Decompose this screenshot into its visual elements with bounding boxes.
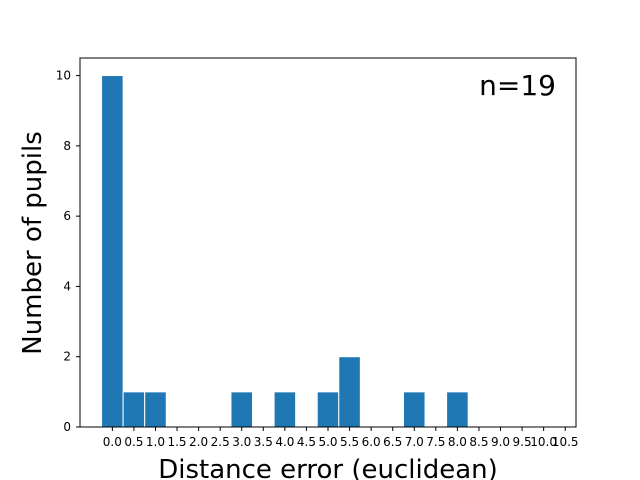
x-ticks-group: 0.0 0.5 1.0 1.5 2.0 2.5 3.0 3.5 4.0 4.5 5.0 5.5 6.0 6… <box>103 427 579 449</box>
x-tick-label: 9.5 <box>513 435 532 449</box>
y-tick-label: 4 <box>63 279 71 293</box>
x-tick-label: 4.0 <box>275 435 294 449</box>
y-tick-label: 8 <box>63 139 71 153</box>
y-axis-title: Number of pupils <box>18 131 48 355</box>
x-tick-label: 1.0 <box>146 435 165 449</box>
x-tick-label: 7.0 <box>405 435 424 449</box>
bar-5.5 <box>338 356 361 428</box>
x-tick-label: 5.0 <box>318 435 337 449</box>
plot-background <box>80 58 576 427</box>
y-tick-label: 2 <box>63 350 71 364</box>
bar-1.0 <box>144 391 167 428</box>
x-tick-label: 10.0 <box>530 435 557 449</box>
annotation-n: n=19 <box>479 69 556 102</box>
x-tick-label: 7.5 <box>426 435 445 449</box>
x-tick-label: 8.0 <box>448 435 467 449</box>
bar-5.0 <box>316 391 340 428</box>
x-tick-label: 9.0 <box>491 435 510 449</box>
x-tick-label: 10.5 <box>552 435 579 449</box>
bar-0.0 <box>101 75 124 428</box>
bar-7.0 <box>402 391 426 428</box>
y-ticks-group: 0 2 4 6 8 10 <box>56 69 80 434</box>
x-tick-label: 2.0 <box>189 435 208 449</box>
y-tick-label: 10 <box>56 69 71 83</box>
x-tick-label: 6.0 <box>362 435 381 449</box>
x-tick-label: 0.5 <box>124 435 143 449</box>
y-tick-label: 0 <box>63 420 71 434</box>
bar-0.5 <box>122 391 146 428</box>
x-tick-label: 8.5 <box>469 435 488 449</box>
bar-3.0 <box>230 391 254 428</box>
x-tick-label: 0.0 <box>103 435 122 449</box>
x-tick-label: 1.5 <box>167 435 186 449</box>
x-tick-label: 2.5 <box>211 435 230 449</box>
x-tick-label: 3.0 <box>232 435 251 449</box>
x-tick-label: 5.5 <box>340 435 359 449</box>
x-tick-label: 4.5 <box>297 435 316 449</box>
bar-8.0 <box>446 391 469 428</box>
x-axis-title: Distance error (euclidean) <box>158 455 498 480</box>
x-tick-label: 3.5 <box>254 435 273 449</box>
bar-4.0 <box>273 391 297 428</box>
x-tick-label: 6.5 <box>383 435 402 449</box>
y-tick-label: 6 <box>63 209 71 223</box>
bars-group <box>101 75 469 428</box>
